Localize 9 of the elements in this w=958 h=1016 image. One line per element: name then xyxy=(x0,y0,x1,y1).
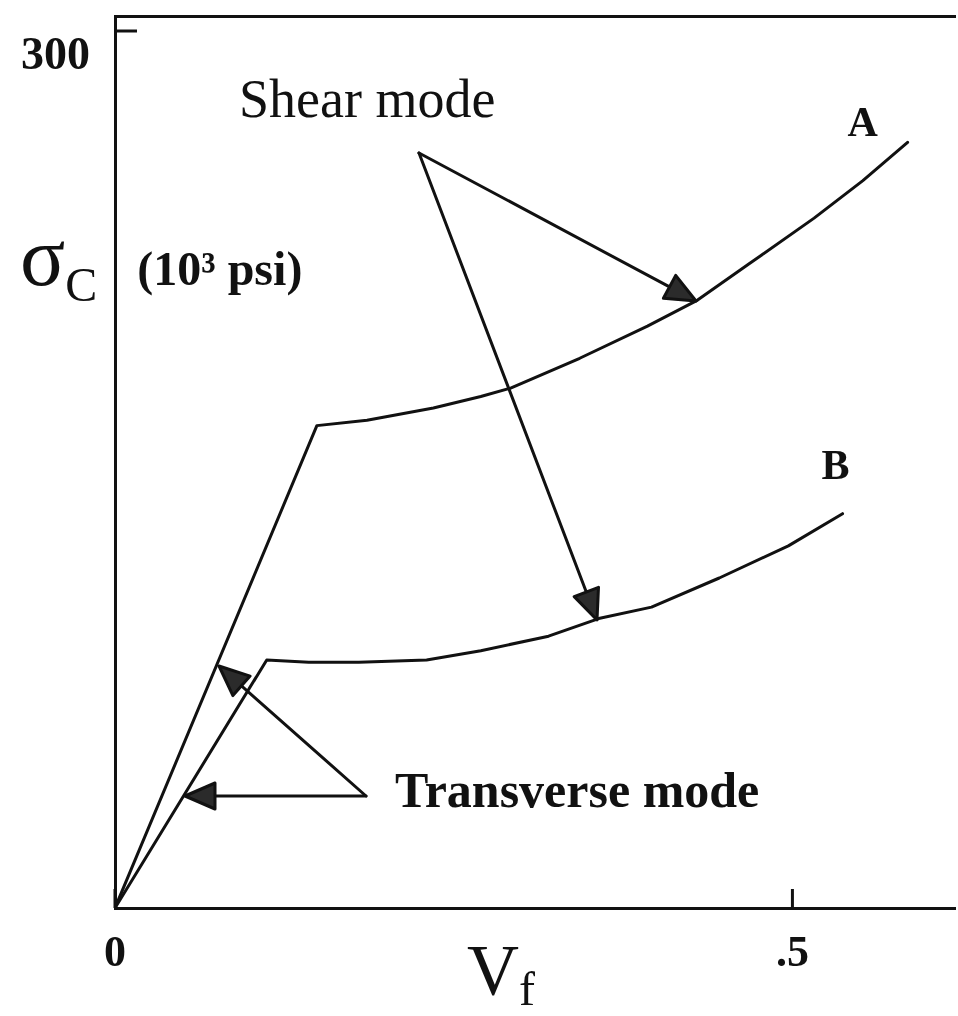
text: 300 xyxy=(21,28,90,79)
annotation: Transverse mode xyxy=(395,762,760,818)
x-tick-label: 0 xyxy=(104,926,126,976)
text: Shear mode xyxy=(239,69,496,129)
x-axis-title: V$_{f}$ xyxy=(467,930,535,1015)
x-tick-label: .5 xyxy=(775,926,809,976)
y-axis-title: σ$_{C}$ (10³ psi) xyxy=(20,210,303,311)
series-label: B xyxy=(821,441,850,488)
series-label: A xyxy=(847,99,879,146)
